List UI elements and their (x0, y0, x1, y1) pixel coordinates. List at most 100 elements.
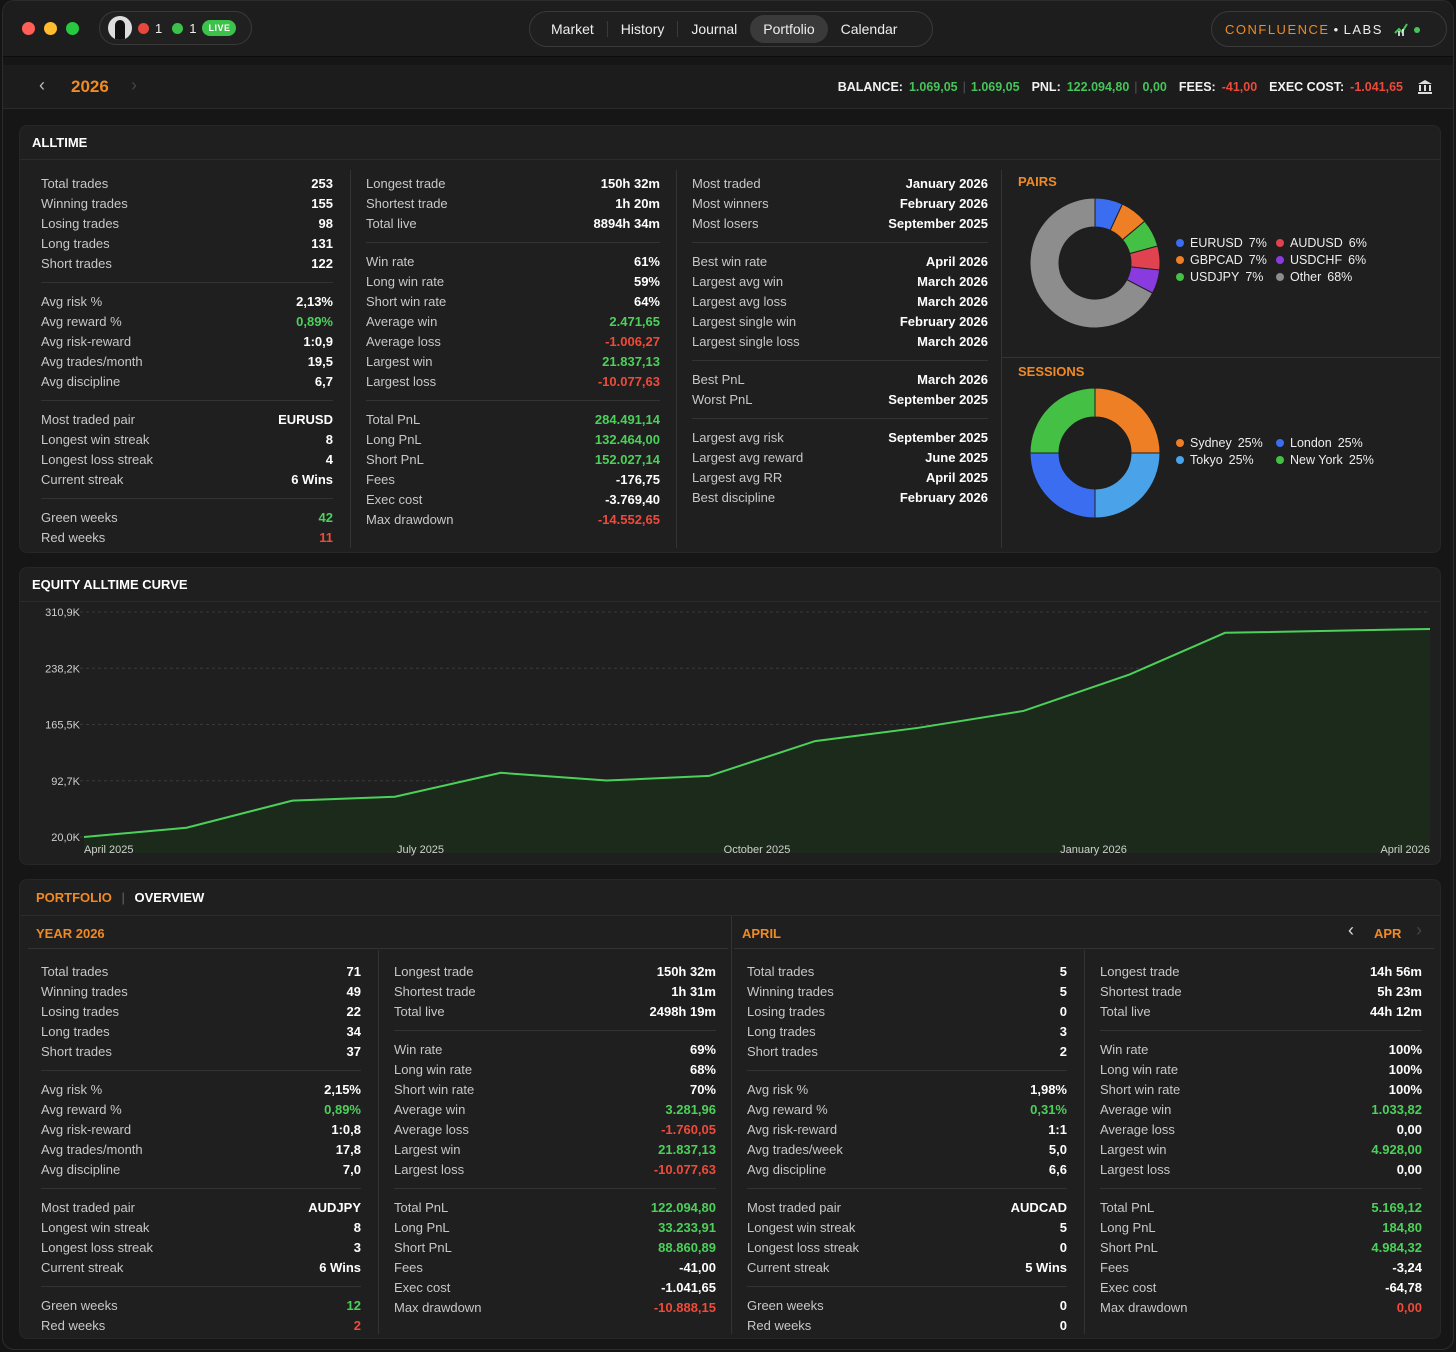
stat-value: 68% (689, 1062, 716, 1077)
stat-value: 122 (311, 256, 333, 271)
stat-value: 22 (346, 1004, 361, 1019)
stat-group: Total PnL 284.491,14 Long PnL 132.464,00 Sho… (366, 406, 660, 538)
stat-label: Longest loss streak (747, 1240, 860, 1255)
stat-label: Short trades (41, 256, 112, 271)
pairs-slice-other[interactable] (1029, 197, 1154, 329)
previous-year-button[interactable]: ‹ (39, 75, 45, 95)
stat-label: Best PnL (692, 372, 745, 387)
bank-icon[interactable] (1417, 79, 1433, 95)
tab-calendar[interactable]: Calendar (840, 21, 898, 37)
stat-row: Short PnL 88.860,89 (394, 1238, 716, 1258)
legend-item[interactable]: USDJPY 7% (1176, 270, 1276, 284)
legend-percent: 7% (1248, 253, 1267, 267)
stat-label: Total trades (41, 176, 109, 191)
legend-item[interactable]: New York 25% (1276, 453, 1376, 467)
stat-value: 59% (633, 274, 660, 289)
legend-item[interactable]: GBPCAD 7% (1176, 253, 1276, 267)
stat-value: 3 (1059, 1024, 1067, 1039)
stat-label: Longest trade (394, 964, 474, 979)
stat-label: Long trades (41, 236, 110, 251)
stat-row: Winning trades 155 (41, 194, 333, 214)
stat-label: Winning trades (41, 196, 128, 211)
stat-row: Avg risk % 1,98% (747, 1080, 1067, 1100)
tab-history[interactable]: History (620, 21, 665, 37)
stat-label: Average win (366, 314, 438, 329)
stat-label: Longest trade (366, 176, 446, 191)
portfolio-header: PORTFOLIO | OVERVIEW (20, 880, 1440, 916)
tab-portfolio[interactable]: Portfolio (750, 15, 828, 43)
sessions-slice-tokyo[interactable] (1094, 452, 1161, 519)
avatar[interactable] (108, 16, 132, 40)
stat-value: 100% (1388, 1042, 1422, 1057)
zoom-window-button[interactable] (66, 22, 79, 35)
minimize-window-button[interactable] (44, 22, 57, 35)
stat-value: April 2025 (925, 470, 988, 485)
tab-market[interactable]: Market (551, 21, 594, 37)
legend-label: AUDUSD (1290, 236, 1343, 250)
stat-row: Exec cost -1.041,65 (394, 1278, 716, 1298)
balance-value-secondary: 1.069,05 (970, 80, 1020, 94)
legend-swatch (1276, 256, 1284, 264)
stat-value: 0,89% (324, 1102, 361, 1117)
stat-label: Longest loss streak (41, 1240, 154, 1255)
stat-value: September 2025 (888, 216, 988, 231)
month-selector[interactable]: APR (1374, 926, 1402, 941)
stat-label: Current streak (747, 1260, 830, 1275)
legend-item[interactable]: Sydney 25% (1176, 436, 1276, 450)
tab-portfolio-overview[interactable]: OVERVIEW (134, 890, 205, 905)
close-window-button[interactable] (22, 22, 35, 35)
stat-row: Win rate 61% (366, 252, 660, 272)
brand-dot: • (1333, 21, 1340, 37)
legend-item[interactable]: Tokyo 25% (1176, 453, 1276, 467)
y-tick-label: 238,2K (45, 663, 81, 675)
exec-cost-value: -1.041,65 (1350, 80, 1403, 94)
user-status-pill[interactable]: 1 1 LIVE (99, 11, 252, 45)
y-tick-label: 92,7K (51, 776, 80, 788)
separator: | (962, 80, 966, 94)
stat-label: Long win rate (1100, 1062, 1179, 1077)
stat-label: Exec cost (394, 1280, 451, 1295)
stat-value: 42 (318, 510, 333, 525)
separator: | (1134, 80, 1138, 94)
stat-row: Red weeks 11 (41, 528, 333, 548)
stat-group: Green weeks 12 Red weeks 2 (41, 1292, 361, 1344)
sessions-slice-london[interactable] (1029, 452, 1096, 519)
legend-item[interactable]: EURUSD 7% (1176, 236, 1276, 250)
stat-row: Longest loss streak 4 (41, 450, 333, 470)
stat-row: Avg reward % 0,31% (747, 1100, 1067, 1120)
stat-value: 4 (325, 452, 333, 467)
stat-value: -1.760,05 (661, 1122, 716, 1137)
next-year-button[interactable]: › (131, 75, 137, 95)
stat-row: Most traded January 2026 (692, 174, 988, 194)
stat-value: 44h 12m (1369, 1004, 1422, 1019)
stat-label: Long PnL (1100, 1220, 1156, 1235)
legend-item[interactable]: London 25% (1276, 436, 1376, 450)
separator: | (121, 890, 125, 905)
stat-row: Long trades 131 (41, 234, 333, 254)
stat-row: Average loss -1.760,05 (394, 1120, 716, 1140)
next-month-button[interactable]: › (1416, 920, 1422, 940)
stat-row: Green weeks 42 (41, 508, 333, 528)
legend-item[interactable]: Other 68% (1276, 270, 1376, 284)
legend-item[interactable]: AUDUSD 6% (1276, 236, 1376, 250)
previous-month-button[interactable]: ‹ (1348, 920, 1354, 940)
stat-value: February 2026 (899, 490, 988, 505)
sessions-slice-sydney[interactable] (1094, 387, 1161, 454)
sessions-slice-new-york[interactable] (1029, 387, 1096, 454)
legend-percent: 7% (1248, 236, 1267, 250)
stat-row: Current streak 6 Wins (41, 1258, 361, 1278)
stat-row: Largest win 21.837,13 (366, 352, 660, 372)
stat-group: Largest avg risk September 2025 Largest av… (692, 424, 988, 516)
tab-journal[interactable]: Journal (691, 21, 738, 37)
tab-portfolio-overview-portfolio[interactable]: PORTFOLIO (36, 890, 112, 905)
legend-label: London (1290, 436, 1332, 450)
legend-item[interactable]: USDCHF 6% (1276, 253, 1376, 267)
stat-label: Max drawdown (366, 512, 454, 527)
title-bar: 1 1 LIVE Market History Journal Portfoli… (3, 1, 1453, 57)
stat-value: 2.471,65 (609, 314, 660, 329)
stat-label: Most traded pair (41, 412, 135, 427)
column-divider (676, 170, 677, 548)
stat-label: Avg discipline (41, 374, 121, 389)
stat-row: Long PnL 132.464,00 (366, 430, 660, 450)
stat-row: Losing trades 0 (747, 1002, 1067, 1022)
